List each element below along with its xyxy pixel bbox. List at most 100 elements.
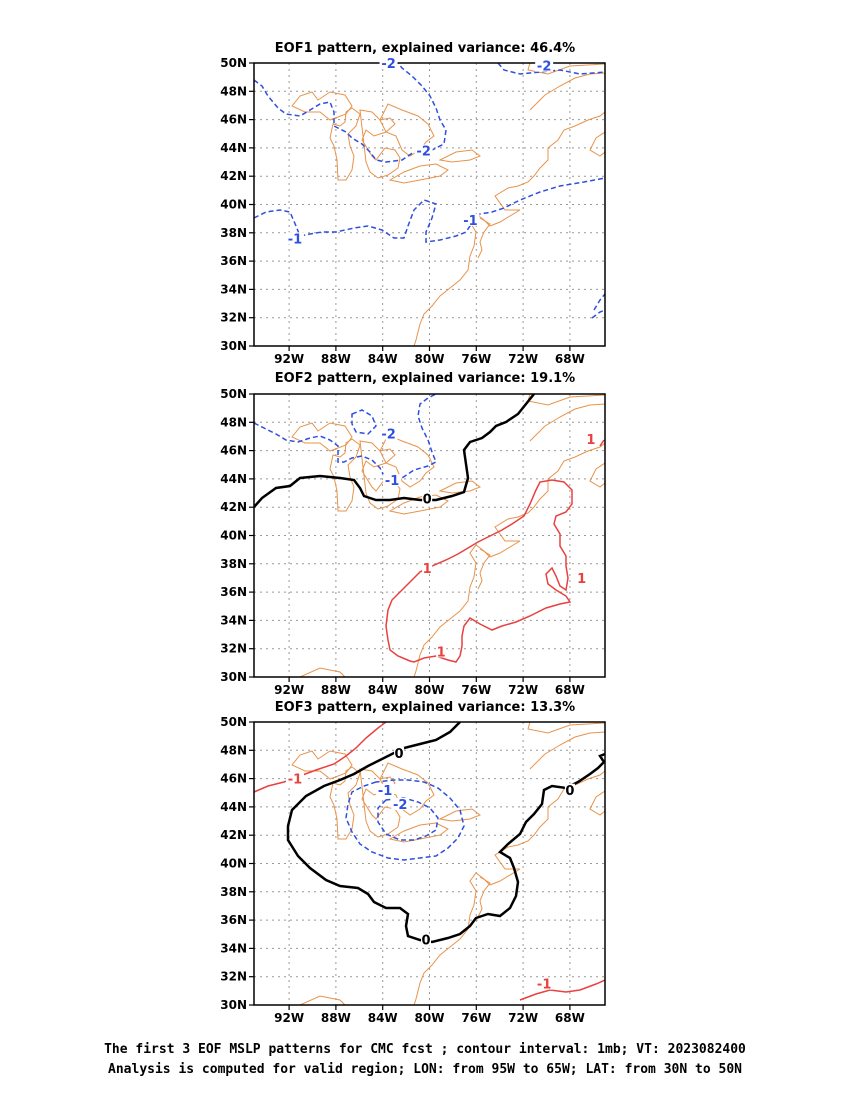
x-tick-label: 68W: [555, 683, 585, 697]
gridlines: [254, 394, 605, 677]
y-tick-label: 44N: [220, 800, 247, 814]
contour-label-background: [379, 56, 398, 69]
gridlines: [254, 722, 605, 1005]
y-tick-label: 48N: [220, 84, 247, 98]
x-tick-label: 72W: [508, 683, 538, 697]
contour-label: 0: [565, 784, 574, 799]
x-tick-label: 68W: [555, 352, 585, 366]
contour-label-background: [394, 746, 405, 759]
y-tick-label: 50N: [220, 715, 247, 729]
contour-labels: -2 -2 -2 -1 -1: [285, 56, 554, 247]
x-tick-label: 72W: [508, 352, 538, 366]
x-tick-label: 76W: [461, 683, 491, 697]
y-tick-label: 38N: [220, 885, 247, 899]
contour-label: 1: [577, 572, 586, 587]
contour-label: 1: [437, 645, 446, 660]
coastline: [291, 722, 605, 1005]
x-axis-ticks: 92W 88W 84W 80W 76W 72W 68W: [274, 346, 585, 366]
y-tick-label: 34N: [220, 613, 247, 627]
contour-label: -1: [288, 772, 302, 787]
y-axis-ticks: 30N 32N 34N 36N 38N 40N 42N 44N 46N 48N 50N: [220, 715, 254, 1012]
contour-labels: 000-1-1-2-1: [285, 746, 575, 993]
contour-label: 1: [586, 433, 595, 448]
y-tick-label: 42N: [220, 500, 247, 514]
x-tick-label: 84W: [368, 1011, 398, 1025]
y-tick-label: 40N: [220, 198, 247, 212]
y-tick-label: 34N: [220, 282, 247, 296]
contour-label-background: [436, 645, 447, 658]
footer-line-2: Analysis is computed for valid region; L…: [108, 1062, 742, 1077]
contour-label-background: [376, 783, 395, 796]
x-tick-label: 80W: [415, 1011, 445, 1025]
contour-label-background: [461, 213, 480, 226]
contour-label: -1: [288, 232, 302, 247]
contour-label: -2: [416, 145, 430, 160]
contour-label: 0: [421, 934, 430, 949]
contour-label-background: [535, 59, 554, 72]
contour-label: -2: [381, 427, 395, 442]
y-tick-label: 32N: [220, 311, 247, 325]
y-tick-label: 40N: [220, 857, 247, 871]
footer-line-1: The first 3 EOF MSLP patterns for CMC fc…: [104, 1042, 746, 1057]
y-tick-label: 32N: [220, 970, 247, 984]
contour-label-background: [379, 427, 398, 440]
y-tick-label: 46N: [220, 772, 247, 786]
x-tick-label: 92W: [274, 683, 304, 697]
contour-label-background: [422, 492, 433, 505]
y-tick-label: 38N: [220, 557, 247, 571]
x-tick-label: 72W: [508, 1011, 538, 1025]
y-tick-label: 48N: [220, 743, 247, 757]
x-tick-label: 88W: [321, 352, 351, 366]
contour-label: -1: [385, 474, 399, 489]
x-tick-label: 88W: [321, 683, 351, 697]
contour-label: -2: [393, 798, 407, 813]
x-tick-label: 68W: [555, 1011, 585, 1025]
y-tick-label: 42N: [220, 828, 247, 842]
y-tick-label: 42N: [220, 169, 247, 183]
contour-label: -1: [537, 978, 551, 993]
x-tick-label: 76W: [461, 1011, 491, 1025]
panel-title: EOF1 pattern, explained variance: 46.4%: [275, 41, 575, 56]
contour-label: 1: [423, 562, 432, 577]
contour-label: -2: [537, 60, 551, 75]
y-tick-label: 36N: [220, 913, 247, 927]
x-tick-label: 84W: [368, 683, 398, 697]
y-tick-label: 30N: [220, 670, 247, 684]
y-tick-label: 46N: [220, 113, 247, 127]
contour-label: -1: [463, 214, 477, 229]
contour-label: -1: [378, 784, 392, 799]
contour-label-background: [391, 797, 410, 810]
x-tick-label: 92W: [274, 1011, 304, 1025]
y-tick-label: 32N: [220, 642, 247, 656]
contour-label-background: [383, 474, 402, 487]
panel-eof2: EOF2 pattern, explained variance: 19.1%: [220, 371, 606, 697]
y-tick-label: 30N: [220, 998, 247, 1012]
x-tick-label: 88W: [321, 1011, 351, 1025]
contour-label: 0: [423, 493, 432, 508]
contour-label-background: [420, 933, 431, 946]
contour-label-background: [422, 561, 433, 574]
y-tick-label: 30N: [220, 339, 247, 353]
x-axis-ticks: 92W 88W 84W 80W 76W 72W 68W: [274, 1005, 585, 1025]
x-tick-label: 84W: [368, 352, 398, 366]
contour-label-background: [564, 783, 575, 796]
panel-title: EOF3 pattern, explained variance: 13.3%: [275, 700, 575, 715]
x-tick-label: 80W: [415, 352, 445, 366]
contour-label: -2: [381, 57, 395, 72]
contour-label-background: [285, 772, 304, 785]
contour-label-background: [585, 433, 596, 446]
y-tick-label: 48N: [220, 415, 247, 429]
contour-labels: -2 -1 0 1 1 1 1: [379, 427, 596, 660]
contour-label-background: [576, 571, 587, 584]
y-tick-label: 36N: [220, 254, 247, 268]
panel-eof3: EOF3 pattern, explained variance: 13.3%: [220, 700, 606, 1025]
panel-eof1: EOF1 pattern, explained variance: 46.4%: [220, 41, 606, 366]
y-tick-label: 36N: [220, 585, 247, 599]
contour-label-background: [414, 144, 433, 157]
panel-title: EOF2 pattern, explained variance: 19.1%: [275, 371, 575, 386]
x-tick-label: 76W: [461, 352, 491, 366]
contours: [254, 722, 605, 1001]
y-tick-label: 38N: [220, 226, 247, 240]
y-tick-label: 50N: [220, 56, 247, 70]
